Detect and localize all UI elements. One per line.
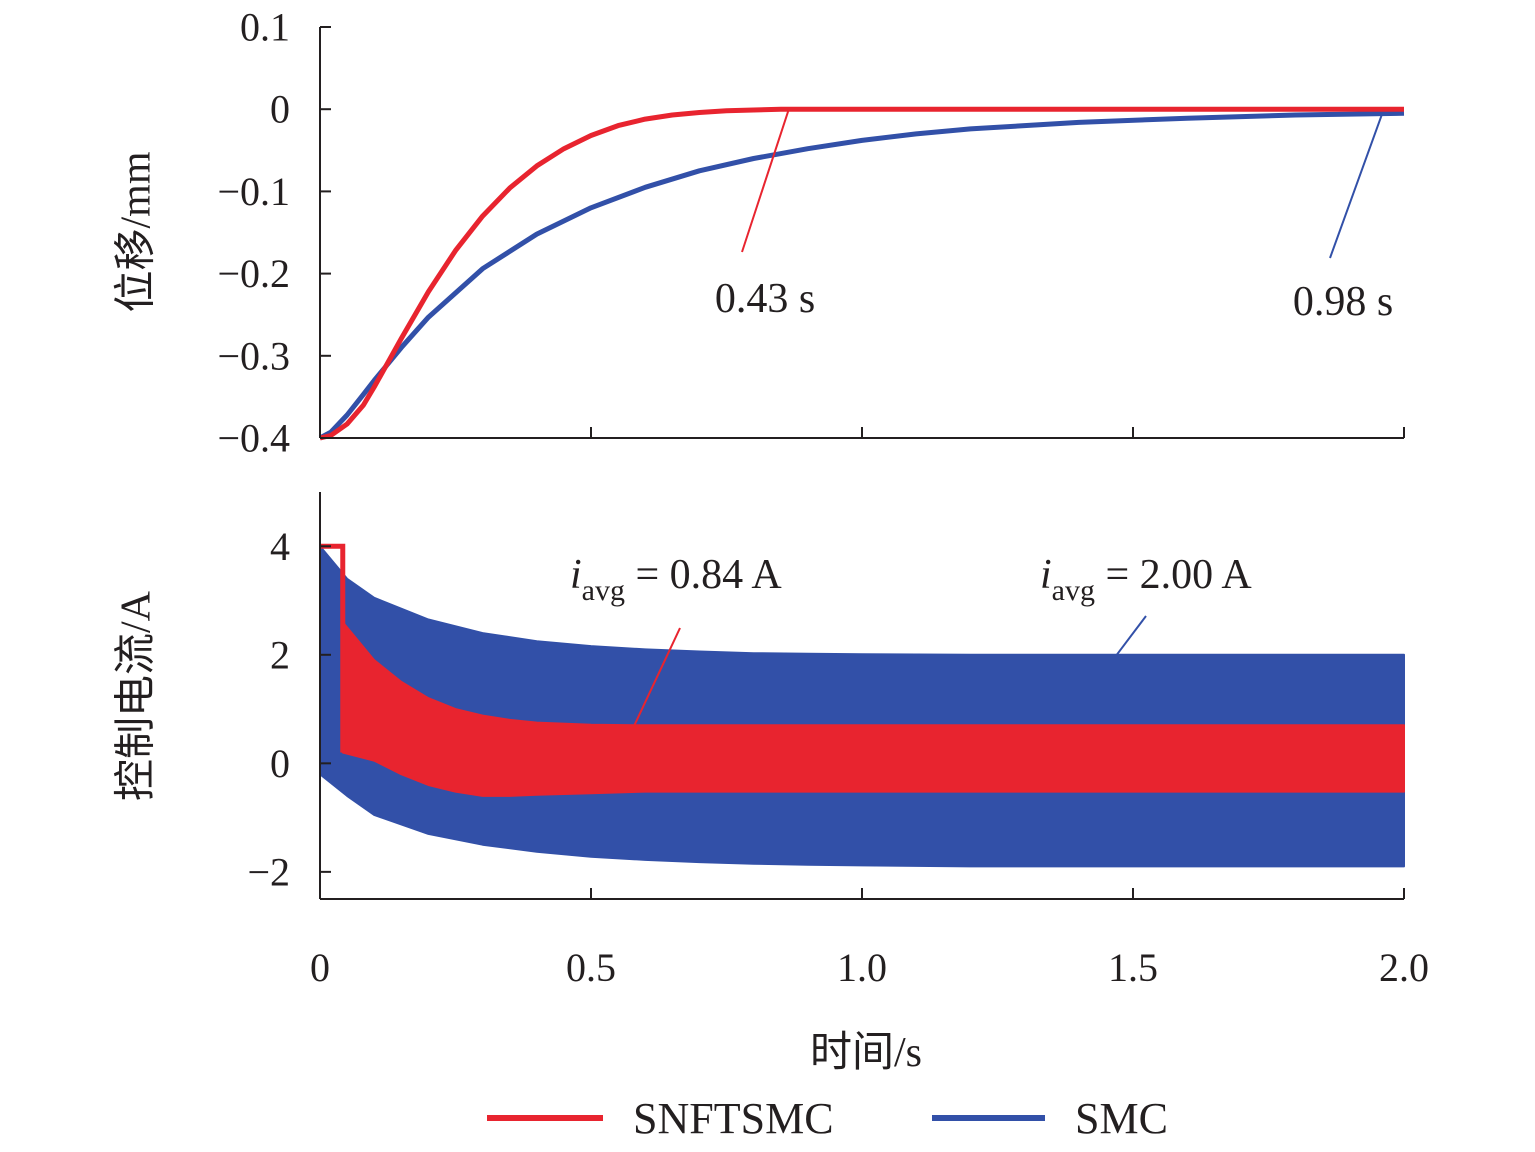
displacement-series-layer <box>318 106 1405 441</box>
displacement-y-tick-label: −0.2 <box>217 251 290 296</box>
current-annotation-leader <box>633 627 681 726</box>
current-annotation-value: = 0.84 A <box>625 552 782 598</box>
x-axis-title: 时间/s <box>810 1030 922 1076</box>
current-y-ticks: 4 2 0 −2 <box>247 524 331 894</box>
current-y-tick-label: 4 <box>270 524 290 569</box>
displacement-y-tick-label: 0.1 <box>240 5 290 50</box>
current-annotation-variable: i <box>570 552 582 598</box>
displacement-series-smc <box>318 110 1405 441</box>
legend-label-snftsmc: SNFTSMC <box>633 1094 834 1143</box>
current-y-tick-label: 0 <box>270 741 290 786</box>
displacement-y-tick-label: −0.1 <box>217 169 290 214</box>
current-annotation-label: iavg = 0.84 A <box>570 552 782 607</box>
displacement-y-axis-title: 位移/mm <box>113 151 160 312</box>
current-y-tick-label: −2 <box>247 849 290 894</box>
displacement-chart: 0.1 0 −0.1 −0.2 −0.3 −0.4 0.43 s 0.98 s 位移/mm <box>113 5 1405 461</box>
displacement-axes <box>319 27 1404 439</box>
legend: SNFTSMC SMC <box>487 1094 1168 1143</box>
legend-label-smc: SMC <box>1075 1094 1168 1143</box>
displacement-annotation-label: 0.43 s <box>715 276 815 322</box>
displacement-annotation-leader <box>741 108 790 253</box>
displacement-series-snftsmc <box>319 106 1404 441</box>
current-annotation-subscript: avg <box>1052 574 1095 607</box>
current-x-tick-label: 0 <box>310 945 330 990</box>
current-annotation-variable: i <box>1040 552 1052 598</box>
current-band-snftsmc <box>319 545 1405 797</box>
displacement-y-ticks: 0.1 0 −0.1 −0.2 −0.3 −0.4 <box>217 5 331 461</box>
current-x-tick-label: 1.0 <box>837 945 887 990</box>
displacement-annotation-label: 0.98 s <box>1293 279 1393 325</box>
current-series-layer <box>319 543 1405 868</box>
current-y-axis-title: 控制电流/A <box>114 590 160 801</box>
displacement-y-tick-label: −0.4 <box>217 416 290 461</box>
displacement-y-tick-label: −0.3 <box>217 333 290 378</box>
current-y-tick-label: 2 <box>270 632 290 677</box>
displacement-annotation-leader <box>1329 112 1384 259</box>
current-annotation-label: iavg = 2.00 A <box>1040 552 1252 607</box>
displacement-x-ticks <box>319 427 1405 438</box>
current-x-ticks: 0 0.5 1.0 1.5 2.0 <box>310 888 1429 990</box>
current-annotation-subscript: avg <box>582 574 625 607</box>
current-annotation-leader <box>1115 615 1147 656</box>
current-x-tick-label: 1.5 <box>1108 945 1158 990</box>
displacement-annotations: 0.43 s 0.98 s <box>715 108 1393 325</box>
displacement-y-tick-label: 0 <box>270 87 290 132</box>
current-x-tick-label: 2.0 <box>1379 945 1429 990</box>
current-x-tick-label: 0.5 <box>566 945 616 990</box>
current-annotation-value: = 2.00 A <box>1095 552 1252 598</box>
